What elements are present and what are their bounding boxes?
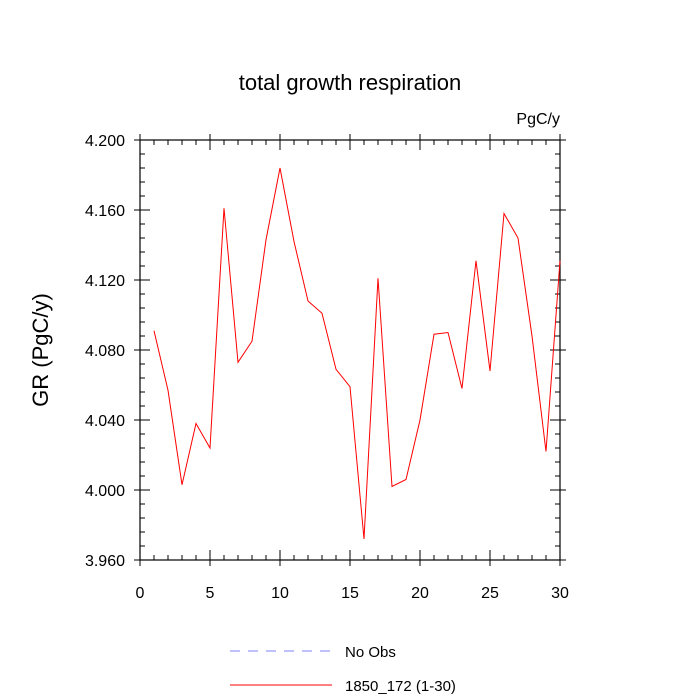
- x-tick-label: 20: [411, 585, 429, 602]
- x-tick-label: 30: [551, 585, 569, 602]
- plot-frame: [139, 139, 561, 561]
- y-tick-labels: 3.960 4.000 4.040 4.080 4.120 4.160 4.200: [85, 133, 125, 570]
- y-tick-label: 4.160: [85, 203, 125, 220]
- y-tick-label: 3.960: [85, 553, 125, 570]
- chart-title: total growth respiration: [239, 70, 462, 95]
- y-axis-label: GR (PgC/y): [28, 293, 53, 407]
- series-line-0: [153, 167, 561, 540]
- axis-ticks: [134, 134, 566, 566]
- x-tick-label: 5: [206, 585, 215, 602]
- x-tick-label: 25: [481, 585, 499, 602]
- legend-label-no-obs: No Obs: [345, 644, 396, 661]
- x-tick-label: 15: [341, 585, 359, 602]
- y-tick-label: 4.120: [85, 273, 125, 290]
- units-label: PgC/y: [516, 111, 560, 128]
- y-tick-label: 4.040: [85, 413, 125, 430]
- x-tick-labels: 0 5 10 15 20 25 30: [136, 585, 569, 602]
- x-tick-label: 10: [271, 585, 289, 602]
- y-tick-label: 4.000: [85, 483, 125, 500]
- y-tick-label: 4.080: [85, 343, 125, 360]
- legend-label-1850-172: 1850_172 (1-30): [345, 678, 456, 695]
- x-tick-label: 0: [136, 585, 145, 602]
- legend: No Obs 1850_172 (1-30): [230, 644, 456, 695]
- series-lines: [153, 167, 561, 540]
- y-tick-label: 4.200: [85, 133, 125, 150]
